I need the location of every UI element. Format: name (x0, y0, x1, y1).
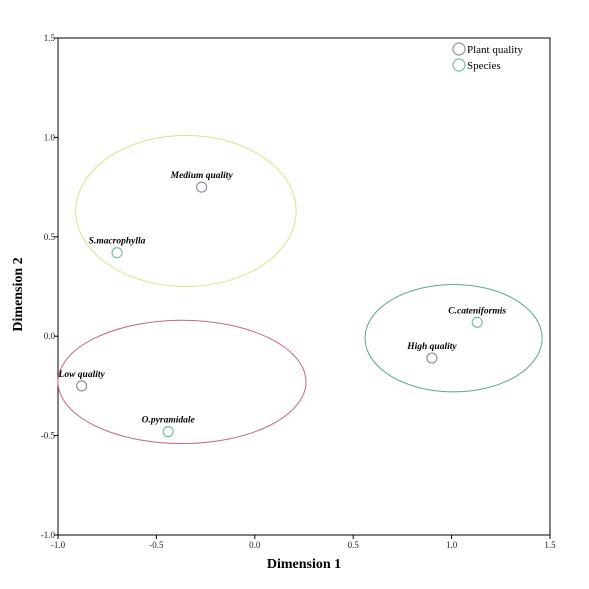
x-tick-label: -0.5 (149, 540, 164, 550)
x-tick-label: 1.5 (544, 540, 556, 550)
grouping-ellipse-3 (364, 284, 543, 393)
plot-area (57, 37, 551, 536)
x-tick-label: 0.0 (249, 540, 261, 550)
x-tick-label: -1.0 (51, 540, 66, 550)
point-marker (196, 181, 208, 193)
x-tick-label: 1.0 (446, 540, 458, 550)
plot-frame (57, 37, 551, 536)
y-tick-label: 1.5 (44, 33, 56, 43)
legend: Plant quality Species (452, 42, 523, 72)
grouping-ellipses (57, 134, 543, 445)
grouping-ellipse-2 (57, 319, 307, 445)
point-label: C.cateniformis (448, 306, 506, 316)
x-axis-title: Dimension 1 (267, 557, 341, 572)
point-marker (426, 352, 438, 364)
legend-marker (452, 58, 466, 72)
data-points: Medium quality Low quality High quality S.m… (58, 171, 506, 438)
legend-label: Plant quality (467, 44, 523, 56)
y-axis: 1.5 1.0 0.5 0.0 -0.5 -1.0 (41, 33, 58, 540)
point-label: High quality (406, 342, 457, 352)
y-tick-label: -1.0 (41, 530, 56, 540)
grouping-ellipse-1 (75, 134, 297, 287)
point-marker (76, 380, 88, 392)
point-label: Medium quality (170, 171, 234, 181)
point-label: S.macrophylla (89, 237, 146, 247)
x-tick-label: 0.5 (348, 540, 360, 550)
point-marker (162, 426, 174, 438)
y-tick-label: 0.0 (44, 331, 56, 341)
point-marker (111, 247, 123, 259)
legend-marker (452, 42, 466, 56)
point-label: Low quality (58, 370, 106, 380)
y-tick-label: 1.0 (44, 132, 56, 142)
y-tick-label: -0.5 (41, 431, 56, 441)
y-axis-title: Dimension 2 (11, 257, 26, 331)
point-label: O.pyramidale (142, 416, 196, 426)
legend-label: Species (467, 60, 501, 72)
y-tick-label: 0.5 (44, 232, 56, 242)
point-marker (471, 316, 483, 328)
x-axis: -1.0 -0.5 0.0 0.5 1.0 1.5 (51, 535, 556, 550)
